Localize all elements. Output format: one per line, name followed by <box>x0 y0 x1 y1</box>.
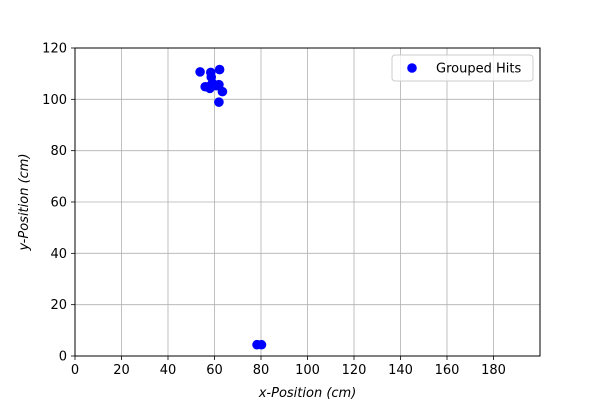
y-tick-label: 100 <box>42 93 67 108</box>
x-tick-label: 120 <box>342 363 367 378</box>
legend-label-grouped-hits: Grouped Hits <box>436 62 521 77</box>
legend: Grouped Hits <box>391 54 534 82</box>
x-tick-label: 60 <box>206 363 223 378</box>
x-tick-label: 100 <box>295 363 320 378</box>
x-tick-label: 160 <box>435 363 460 378</box>
x-tick-label: 40 <box>160 363 177 378</box>
x-tick-label: 80 <box>253 363 270 378</box>
legend-marker-grouped-hits <box>407 63 417 73</box>
x-tick-label: 20 <box>113 363 130 378</box>
data-point <box>256 339 267 350</box>
data-point <box>217 86 228 97</box>
x-tick-label: 140 <box>388 363 413 378</box>
x-tick-label: 180 <box>481 363 506 378</box>
data-point <box>214 97 224 107</box>
y-tick-label: 60 <box>50 196 67 211</box>
data-points <box>195 64 267 350</box>
x-tick-label: 0 <box>71 363 79 378</box>
grid <box>74 47 540 357</box>
x-axis-label: x-Position (cm) <box>258 386 357 400</box>
y-tick-label: 120 <box>42 42 67 57</box>
legend-box <box>391 54 534 82</box>
y-tick-label: 80 <box>50 144 67 159</box>
y-tick-label: 0 <box>59 350 67 365</box>
y-axis-label: y-Position (cm) <box>17 153 32 251</box>
y-tick-label: 40 <box>50 247 67 262</box>
ticks: 0 20 40 60 80 100 120 140 160 180 0 20 40 60 80 100 120 <box>42 42 506 379</box>
y-tick-label: 20 <box>50 298 67 313</box>
data-point <box>195 67 205 77</box>
data-point <box>214 64 225 75</box>
